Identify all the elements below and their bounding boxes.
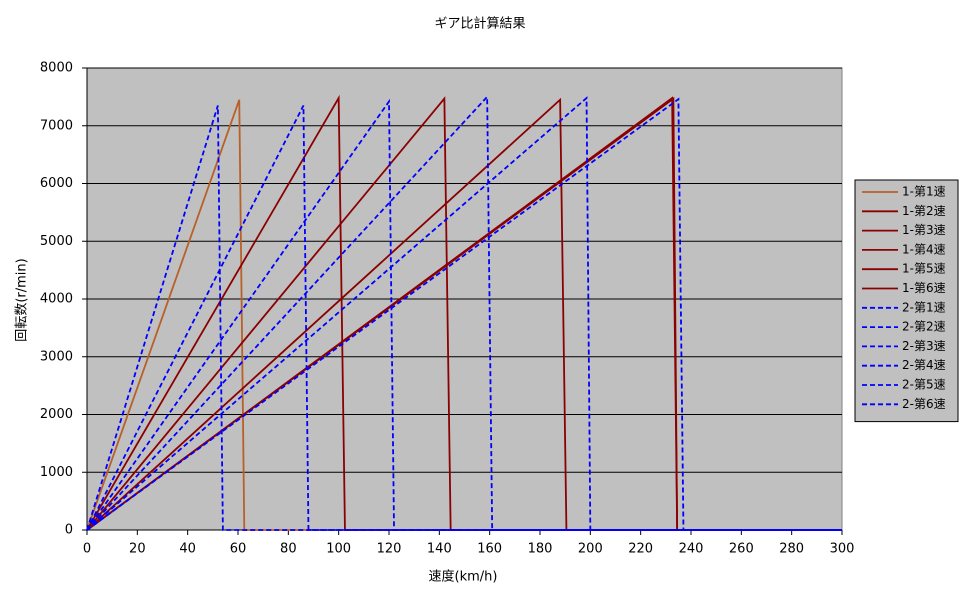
x-tick-label: 0: [83, 542, 91, 557]
y-tick-label: 5000: [40, 234, 73, 249]
x-tick-label: 60: [230, 542, 247, 557]
legend-label: 1-第3速: [902, 223, 946, 237]
x-tick-label: 240: [679, 542, 704, 557]
x-tick-label: 300: [830, 542, 855, 557]
y-tick-label: 6000: [40, 176, 73, 191]
x-axis-label: 速度(km/h): [429, 569, 498, 585]
x-tick-label: 280: [779, 542, 804, 557]
legend-label: 1-第2速: [902, 204, 946, 218]
x-tick-label: 40: [179, 542, 196, 557]
x-tick-label: 20: [129, 542, 146, 557]
y-tick-label: 8000: [40, 61, 73, 76]
legend-label: 2-第4速: [902, 358, 946, 372]
series-line: [86, 105, 842, 531]
series-line: [86, 97, 842, 531]
x-tick-label: 160: [477, 542, 502, 557]
legend-label: 1-第6速: [902, 281, 946, 295]
y-tick-label: 4000: [40, 292, 73, 307]
legend-label: 1-第4速: [902, 242, 946, 256]
x-tick-label: 80: [280, 542, 297, 557]
x-tick-label: 200: [578, 542, 603, 557]
x-tick-label: 260: [729, 542, 754, 557]
chart-title: ギア比計算結果: [434, 16, 525, 32]
y-tick-label: 7000: [40, 118, 73, 133]
x-tick-label: 140: [427, 542, 452, 557]
legend-label: 1-第1速: [902, 185, 946, 199]
x-tick-label: 120: [377, 542, 402, 557]
y-tick-label: 1000: [40, 465, 73, 480]
y-tick-label: 3000: [40, 349, 73, 364]
legend-label: 2-第3速: [902, 339, 946, 353]
legend-label: 2-第5速: [902, 378, 946, 392]
y-axis-label: 回転数(r/min): [15, 258, 30, 341]
y-tick-label: 0: [65, 523, 73, 538]
legend-label: 2-第1速: [902, 300, 946, 314]
y-tick-label: 2000: [40, 407, 73, 422]
legend-label: 1-第5速: [902, 262, 946, 276]
legend-box: [854, 179, 959, 423]
x-tick-label: 220: [628, 542, 653, 557]
legend-label: 2-第6速: [902, 397, 946, 411]
legend-label: 2-第2速: [902, 320, 946, 334]
x-tick-label: 180: [528, 542, 553, 557]
x-tick-label: 100: [326, 542, 351, 557]
